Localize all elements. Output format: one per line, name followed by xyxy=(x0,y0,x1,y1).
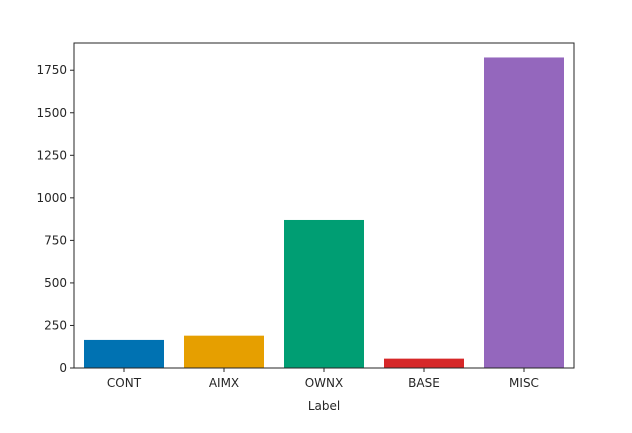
x-axis-ticks: CONT AIMX OWNX BASE MISC xyxy=(107,368,539,390)
x-tick-label: OWNX xyxy=(305,376,344,390)
x-axis-label: Label xyxy=(308,399,340,413)
y-tick-label: 1000 xyxy=(36,191,67,205)
bar-cont xyxy=(84,339,164,368)
y-tick-label: 250 xyxy=(44,318,67,332)
bars-group xyxy=(84,57,564,369)
plot-frame xyxy=(73,42,575,369)
bar-base xyxy=(384,358,464,368)
y-tick-label: 1250 xyxy=(36,148,67,162)
x-tick-label: MISC xyxy=(509,376,539,390)
bar-aimx xyxy=(184,335,264,368)
bar-misc xyxy=(484,57,564,369)
bar-ownx xyxy=(284,219,364,368)
y-tick-label: 1750 xyxy=(36,63,67,77)
y-tick-label: 500 xyxy=(44,276,67,290)
y-tick-label: 750 xyxy=(44,233,67,247)
y-tick-label: 1500 xyxy=(36,106,67,120)
y-tick-label: 0 xyxy=(59,361,67,375)
x-tick-label: BASE xyxy=(408,376,440,390)
x-tick-label: AIMX xyxy=(209,376,239,390)
y-axis-ticks: 0 250 500 750 1000 1250 1500 1750 xyxy=(36,63,74,375)
x-tick-label: CONT xyxy=(107,376,142,390)
